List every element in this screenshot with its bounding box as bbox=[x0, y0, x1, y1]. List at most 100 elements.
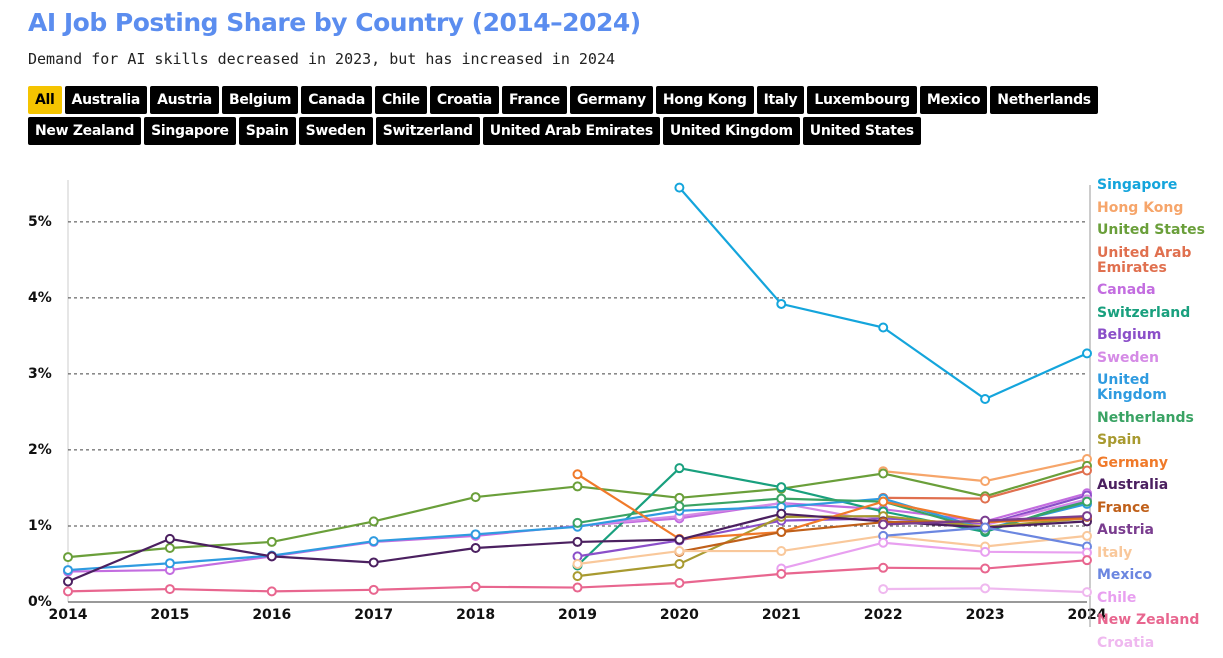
filter-button[interactable]: Mexico bbox=[919, 86, 988, 114]
page: {"filters": ["All", "Australia", "Austri… bbox=[28, 8, 1205, 650]
legend-label: United States bbox=[1097, 222, 1205, 238]
filter-button[interactable]: Australia bbox=[64, 86, 148, 114]
legend-label: Australia bbox=[1097, 477, 1169, 493]
legend-label: United Kingdom bbox=[1097, 372, 1167, 403]
data-point bbox=[368, 557, 379, 568]
legend-label: Italy bbox=[1097, 544, 1133, 561]
data-point bbox=[368, 536, 379, 547]
filter-button[interactable]: United Kingdom bbox=[662, 117, 800, 145]
x-tick-label: 2015 bbox=[150, 607, 189, 623]
filter-button[interactable]: Austria bbox=[150, 86, 219, 114]
data-point bbox=[1082, 348, 1092, 359]
data-point bbox=[776, 568, 787, 579]
data-point bbox=[1082, 511, 1092, 522]
legend-label: New Zealand bbox=[1097, 612, 1200, 628]
filter-button[interactable]: New Zealand bbox=[28, 117, 142, 145]
filter-button[interactable]: United States bbox=[802, 117, 921, 145]
data-point bbox=[980, 563, 991, 574]
data-point bbox=[878, 322, 889, 333]
legend-label: France bbox=[1097, 499, 1150, 516]
x-tick-label: 2023 bbox=[966, 607, 1005, 623]
series-line bbox=[781, 541, 1088, 570]
filter-bar: All Australia Austria Belgium Canada Chile Cro… bbox=[28, 86, 1138, 145]
data-point bbox=[164, 558, 175, 569]
data-point bbox=[470, 529, 481, 540]
legend-label: Belgium bbox=[1097, 327, 1162, 343]
filter-button[interactable]: Italy bbox=[756, 86, 805, 114]
filter-button[interactable]: France bbox=[501, 86, 567, 114]
data-point bbox=[63, 576, 73, 587]
data-point bbox=[980, 583, 991, 594]
data-point bbox=[776, 546, 787, 557]
filter-button[interactable]: Belgium bbox=[221, 86, 299, 114]
series-line bbox=[678, 186, 1088, 401]
legend-label: Hong Kong bbox=[1097, 199, 1184, 216]
filter-button[interactable]: Switzerland bbox=[375, 117, 480, 145]
data-point bbox=[470, 543, 481, 554]
data-point bbox=[63, 552, 73, 563]
legend-label: Canada bbox=[1097, 282, 1156, 298]
legend-label: Mexico bbox=[1097, 567, 1153, 583]
data-point bbox=[164, 584, 175, 595]
data-point bbox=[674, 546, 685, 557]
data-point bbox=[1082, 555, 1092, 566]
filter-button[interactable]: Chile bbox=[375, 86, 427, 114]
data-point bbox=[776, 493, 787, 504]
data-point bbox=[980, 546, 991, 557]
legend-label: Croatia bbox=[1097, 634, 1155, 651]
filter-button[interactable]: Germany bbox=[569, 86, 653, 114]
data-point bbox=[674, 558, 685, 569]
data-point bbox=[776, 482, 787, 493]
x-tick-label: 2016 bbox=[252, 607, 291, 623]
data-point bbox=[1082, 496, 1092, 507]
data-point bbox=[572, 558, 583, 569]
y-tick-label: 1% bbox=[28, 518, 52, 534]
data-point bbox=[572, 517, 583, 528]
data-point bbox=[164, 533, 175, 544]
x-tick-label: 2018 bbox=[456, 607, 495, 623]
filter-button[interactable]: Spain bbox=[238, 117, 296, 145]
filter-button[interactable]: Singapore bbox=[144, 117, 236, 145]
x-tick-label: 2017 bbox=[354, 607, 393, 623]
x-tick-label: 2022 bbox=[864, 607, 903, 623]
data-point bbox=[368, 516, 379, 527]
data-point bbox=[572, 571, 583, 582]
legend-label: Sweden bbox=[1097, 349, 1159, 366]
data-point bbox=[1082, 530, 1092, 541]
filter-button[interactable]: Luxembourg bbox=[807, 86, 917, 114]
data-point bbox=[164, 543, 175, 554]
x-tick-label: 2021 bbox=[762, 607, 801, 623]
data-point bbox=[674, 463, 685, 474]
data-point bbox=[572, 469, 583, 480]
x-tick-label: 2014 bbox=[49, 607, 88, 623]
chart-title: AI Job Posting Share by Country (2014–20… bbox=[28, 8, 641, 37]
y-tick-label: 0% bbox=[28, 594, 52, 610]
data-point bbox=[63, 565, 73, 576]
filter-button[interactable]: Sweden bbox=[298, 117, 373, 145]
data-point bbox=[980, 522, 991, 533]
data-point bbox=[266, 586, 277, 597]
data-point bbox=[674, 534, 685, 545]
filter-button[interactable]: All bbox=[28, 86, 62, 114]
legend-label: United Arab Emirates bbox=[1097, 244, 1192, 276]
legend-label: Austria bbox=[1097, 522, 1154, 538]
data-point bbox=[63, 586, 73, 597]
data-point bbox=[878, 496, 889, 507]
data-point bbox=[674, 577, 685, 588]
legend-label: Germany bbox=[1097, 454, 1169, 471]
filter-button[interactable]: Netherlands bbox=[990, 86, 1098, 114]
legend-label: Netherlands bbox=[1097, 409, 1194, 426]
legend-label: Chile bbox=[1097, 589, 1137, 606]
filter-button[interactable]: Croatia bbox=[429, 86, 499, 114]
filter-button[interactable]: Canada bbox=[301, 86, 373, 114]
chart-subtitle: Demand for AI skills decreased in 2023, … bbox=[28, 50, 615, 68]
y-tick-label: 4% bbox=[28, 290, 52, 306]
filter-button[interactable]: United Arab Emirates bbox=[482, 117, 660, 145]
data-point bbox=[878, 468, 889, 479]
data-point bbox=[266, 551, 277, 562]
legend-label: Switzerland bbox=[1097, 304, 1191, 321]
filter-button[interactable]: Hong Kong bbox=[655, 86, 754, 114]
data-point bbox=[674, 501, 685, 512]
data-point bbox=[368, 584, 379, 595]
data-point bbox=[878, 584, 889, 595]
